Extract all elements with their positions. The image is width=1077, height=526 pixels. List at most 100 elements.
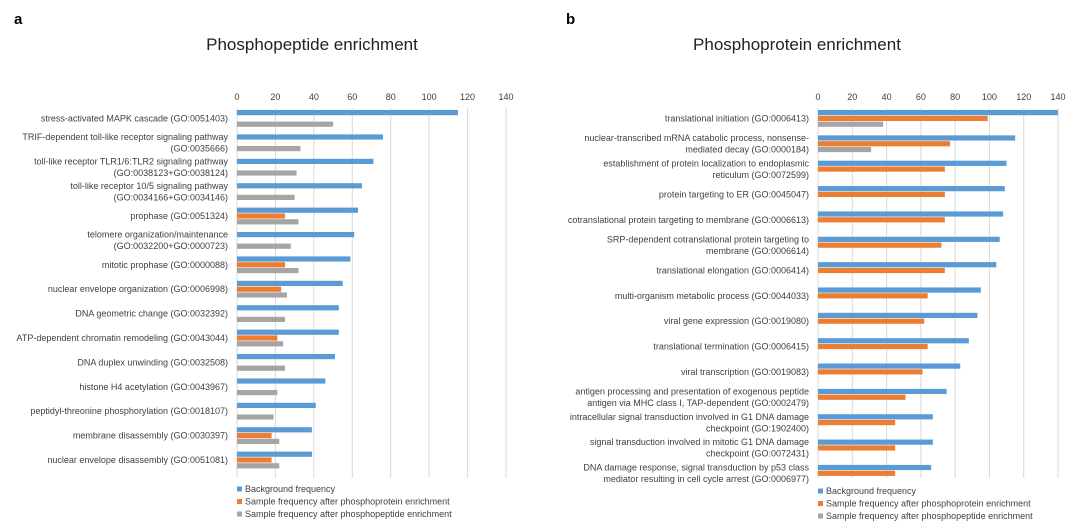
bar-background_freq [818, 363, 961, 369]
legend-swatch [818, 501, 823, 506]
x-tick-label: 60 [916, 92, 926, 102]
bar-sample_phosphopeptide [237, 414, 274, 420]
bar-background_freq [237, 280, 343, 286]
category-label: translational termination (GO:0006415) [653, 342, 809, 352]
category-label-line: peptidyl-threonine phosphorylation (GO:0… [30, 406, 228, 416]
category-label: translational initiation (GO:0006413) [665, 113, 809, 123]
category-label: nuclear envelope disassembly (GO:0051081… [47, 455, 228, 465]
bar-sample_phosphopeptide [237, 170, 297, 176]
category-label-line: prophase (GO:0051324) [130, 211, 228, 221]
category-label-line: mediated decay (GO:0000184) [685, 145, 809, 155]
bar-sample_phosphopeptide [237, 121, 334, 127]
bar-sample_phosphopeptide [237, 390, 278, 396]
category-label-line: toll-like receptor TLR1/6:TLR2 signaling… [34, 156, 228, 166]
category-label: toll-like receptor TLR1/6:TLR2 signaling… [34, 156, 228, 178]
bar-background_freq [237, 305, 339, 311]
bar-sample_phosphoprotein [818, 394, 906, 400]
bar-background_freq [818, 439, 933, 445]
x-tick-label: 0 [234, 92, 239, 102]
category-label-line: DNA duplex unwinding (GO:0032508) [77, 357, 228, 367]
bar-background_freq [237, 378, 326, 384]
category-label-line: translational initiation (GO:0006413) [665, 113, 809, 123]
legend-swatch [237, 486, 242, 492]
category-label-line: viral gene expression (GO:0019080) [664, 316, 809, 326]
bar-background_freq [237, 207, 359, 213]
category-label: SRP-dependent cotranslational protein ta… [607, 234, 809, 256]
category-label-line: toll-like receptor 10/5 signaling pathwa… [70, 181, 228, 191]
bar-background_freq [818, 186, 1005, 192]
legend: Background frequency Sample frequency aft… [237, 484, 452, 519]
bar-background_freq [818, 135, 1016, 141]
category-label: multi-organism metabolic process (GO:004… [615, 291, 809, 301]
bar-background_freq [818, 262, 997, 268]
bar-sample_phosphopeptide [237, 219, 299, 225]
category-label-line: nuclear envelope disassembly (GO:0051081… [47, 455, 228, 465]
chart-title: Phosphopeptide enrichment [206, 35, 418, 54]
bar-sample_phosphoprotein [818, 343, 928, 350]
category-label-line: (GO:0038123+GO:0038124) [114, 168, 228, 178]
legend-label: Sample frequency after phosphoprotein en… [245, 497, 450, 507]
bar-sample_phosphoprotein [818, 191, 945, 198]
bar-background_freq [818, 414, 933, 420]
panel-letter: b [566, 11, 575, 28]
category-label: histone H4 acetylation (GO:0043967) [79, 382, 228, 392]
chart-panel-a: a Phosphopeptide enrichment 0 20 40 60 80 100 12… [14, 11, 514, 519]
bar-sample_phosphoprotein [818, 166, 945, 172]
x-tick-label: 20 [847, 92, 857, 102]
category-label-line: SRP-dependent cotranslational protein ta… [607, 234, 809, 244]
bar-background_freq [237, 134, 384, 140]
category-label-line: protein targeting to ER (GO:0045047) [659, 189, 809, 199]
bar-sample_phosphoprotein [237, 335, 278, 341]
category-label: cotranslational protein targeting to mem… [568, 215, 809, 225]
category-label: translational elongation (GO:0006414) [656, 266, 809, 276]
bar-background_freq [818, 338, 969, 344]
category-label-line: establishment of protein localization to… [603, 158, 809, 168]
category-label-line: (GO:0035666) [170, 144, 228, 154]
bar-sample_phosphoprotein [818, 318, 925, 324]
bar-sample_phosphoprotein [818, 267, 945, 274]
category-label: establishment of protein localization to… [603, 158, 809, 180]
bar-sample_phosphopeptide [237, 243, 291, 249]
category-label-line: translational termination (GO:0006415) [653, 342, 809, 352]
bar-sample_phosphoprotein [818, 420, 896, 426]
category-label-line: signal transduction involved in mitotic … [590, 437, 809, 447]
category-label: TRIF-dependent toll-like receptor signal… [22, 132, 228, 154]
category-label-line: telomere organization/maintenance [87, 230, 228, 240]
legend-label: Sample frequency after phosphopeptide en… [245, 509, 452, 519]
category-label: viral transcription (GO:0019083) [681, 367, 809, 377]
category-label: intracellular signal transduction involv… [570, 412, 809, 434]
category-label-line: ATP-dependent chromatin remodeling (GO:0… [17, 333, 228, 343]
bar-background_freq [237, 110, 458, 116]
bar-sample_phosphoprotein [818, 470, 896, 476]
bar-sample_phosphoprotein [237, 457, 272, 463]
category-label: DNA duplex unwinding (GO:0032508) [77, 357, 228, 367]
category-label: DNA geometric change (GO:0032392) [75, 309, 228, 319]
bar-sample_phosphoprotein [237, 213, 286, 219]
category-label: mitotic prophase (GO:0000088) [102, 260, 228, 270]
bar-sample_phosphopeptide [237, 438, 280, 444]
chart-panel-b: b Phosphoprotein enrichment 0 20 40 60 80 100 12… [566, 11, 1066, 521]
x-tick-label: 120 [1016, 92, 1031, 102]
bar-background_freq [237, 427, 312, 433]
category-label-line: histone H4 acetylation (GO:0043967) [79, 382, 228, 392]
legend-swatch [237, 499, 242, 504]
category-label-line: DNA geometric change (GO:0032392) [75, 309, 228, 319]
category-label-line: cotranslational protein targeting to mem… [568, 215, 809, 225]
bar-background_freq [818, 287, 981, 293]
legend-swatch [818, 488, 823, 494]
category-label-line: DNA damage response, signal transduction… [583, 463, 809, 473]
category-label-line: viral transcription (GO:0019083) [681, 367, 809, 377]
panel-letter: a [14, 11, 23, 28]
legend-label: Background frequency [245, 484, 336, 494]
bar-sample_phosphopeptide [818, 146, 872, 153]
bar-sample_phosphoprotein [237, 286, 282, 292]
legend-label: Background frequency [826, 486, 917, 496]
bar-background_freq [237, 158, 374, 164]
category-label-line: reticulum (GO:0072599) [712, 170, 809, 180]
x-tick-label: 60 [347, 92, 357, 102]
category-label-line: intracellular signal transduction involv… [570, 412, 809, 422]
category-label: prophase (GO:0051324) [130, 211, 228, 221]
category-label: protein targeting to ER (GO:0045047) [659, 189, 809, 199]
x-tick-label: 100 [422, 92, 437, 102]
